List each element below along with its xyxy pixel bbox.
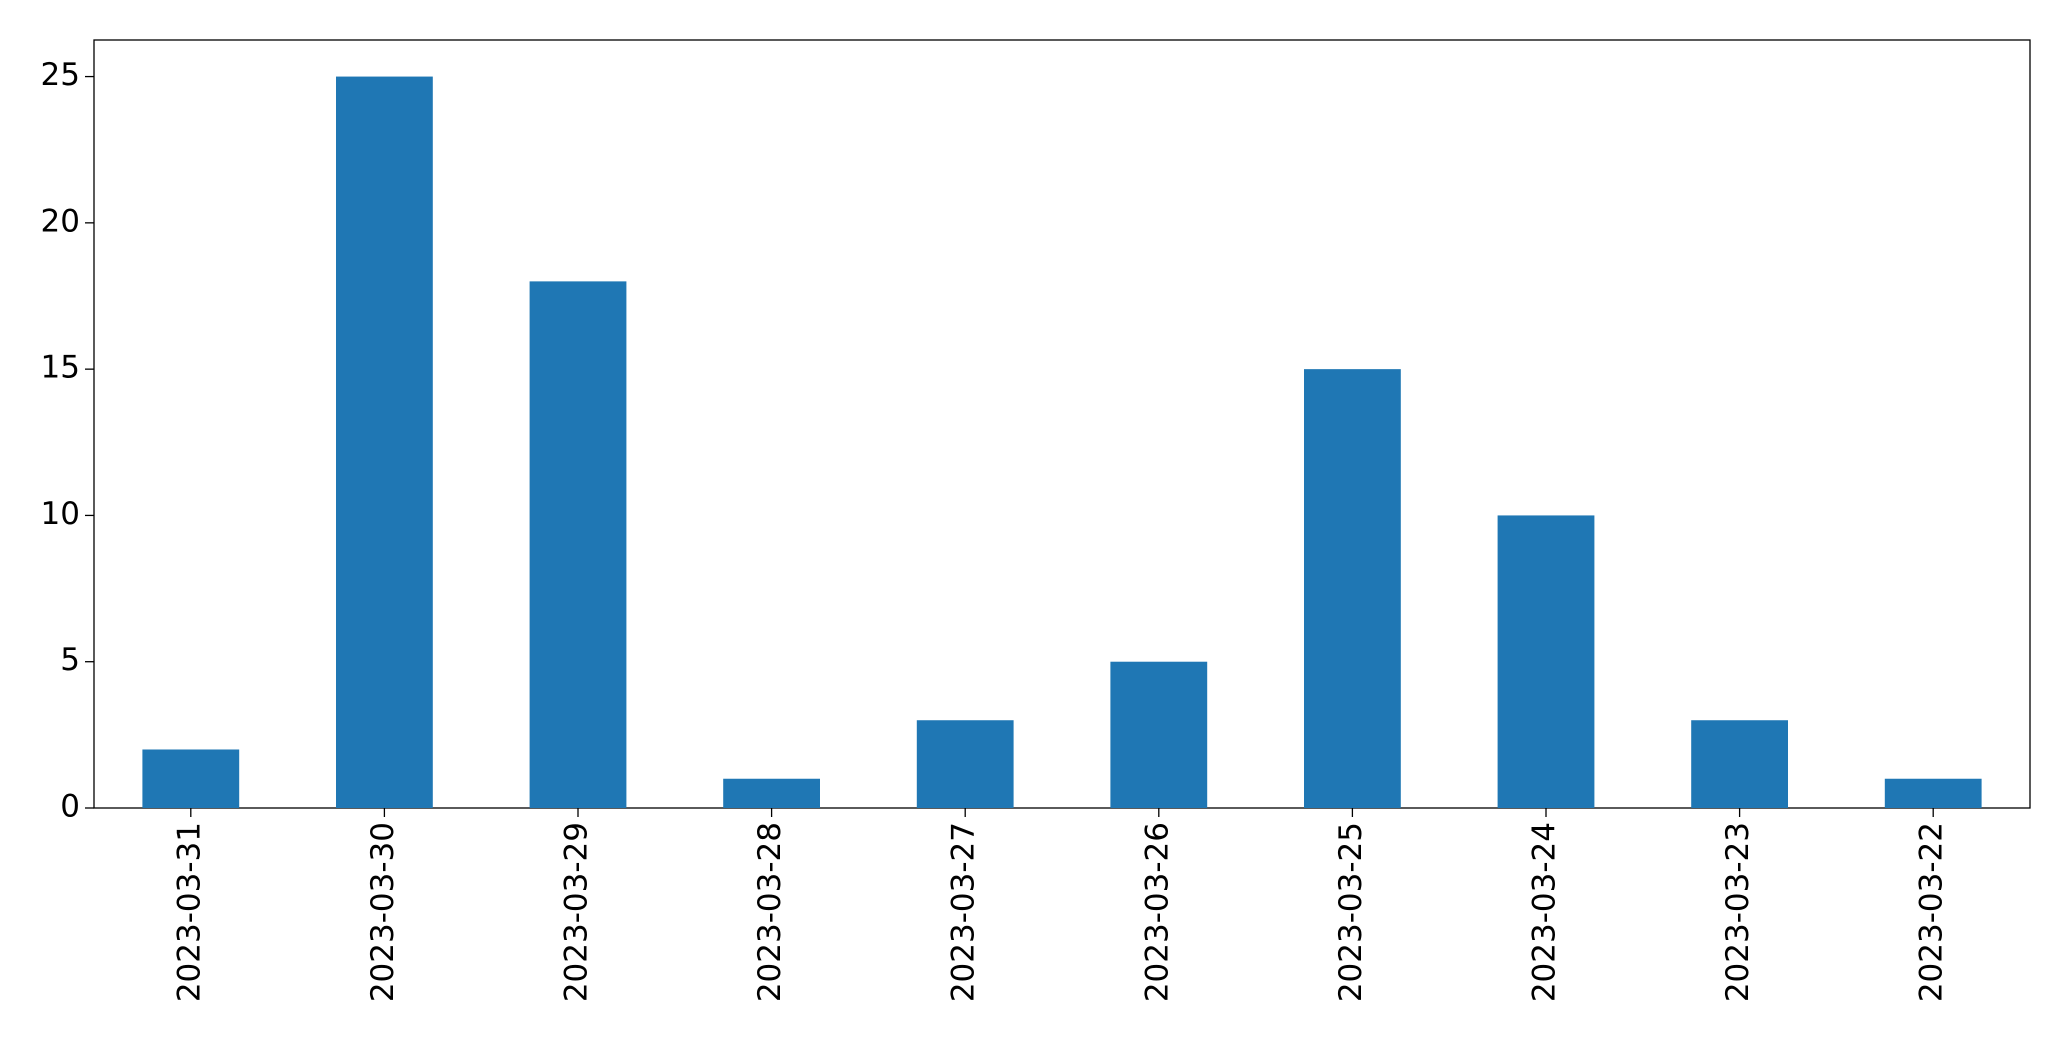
bar bbox=[1110, 661, 1208, 808]
bar bbox=[142, 749, 240, 808]
bar bbox=[1691, 720, 1788, 808]
y-tick-label: 0 bbox=[60, 789, 80, 825]
y-tick-label: 20 bbox=[41, 203, 80, 239]
x-tick-label: 2023-03-24 bbox=[1527, 822, 1563, 1002]
x-tick-label: 2023-03-29 bbox=[559, 822, 595, 1002]
y-tick-label: 25 bbox=[41, 57, 80, 93]
bar bbox=[529, 281, 627, 808]
x-tick-label: 2023-03-31 bbox=[171, 822, 207, 1002]
axes-frame bbox=[93, 39, 2031, 809]
y-tick-label: 5 bbox=[60, 642, 80, 678]
bar bbox=[1304, 369, 1401, 808]
bar bbox=[723, 778, 820, 808]
x-tick-label: 2023-03-27 bbox=[946, 822, 982, 1002]
y-tick-label: 15 bbox=[41, 350, 80, 386]
x-tick-label: 2023-03-28 bbox=[752, 822, 788, 1002]
x-tick-label: 2023-03-26 bbox=[1139, 822, 1175, 1002]
x-tick-label: 2023-03-23 bbox=[1720, 822, 1756, 1002]
y-tick-label: 10 bbox=[41, 496, 80, 532]
x-tick-label: 2023-03-30 bbox=[365, 822, 401, 1002]
bar bbox=[1884, 778, 1982, 808]
x-tick-label: 2023-03-25 bbox=[1333, 822, 1369, 1002]
bar bbox=[916, 720, 1014, 808]
x-tick-label: 2023-03-22 bbox=[1914, 822, 1950, 1002]
bar bbox=[336, 76, 433, 809]
bar bbox=[1497, 515, 1595, 808]
